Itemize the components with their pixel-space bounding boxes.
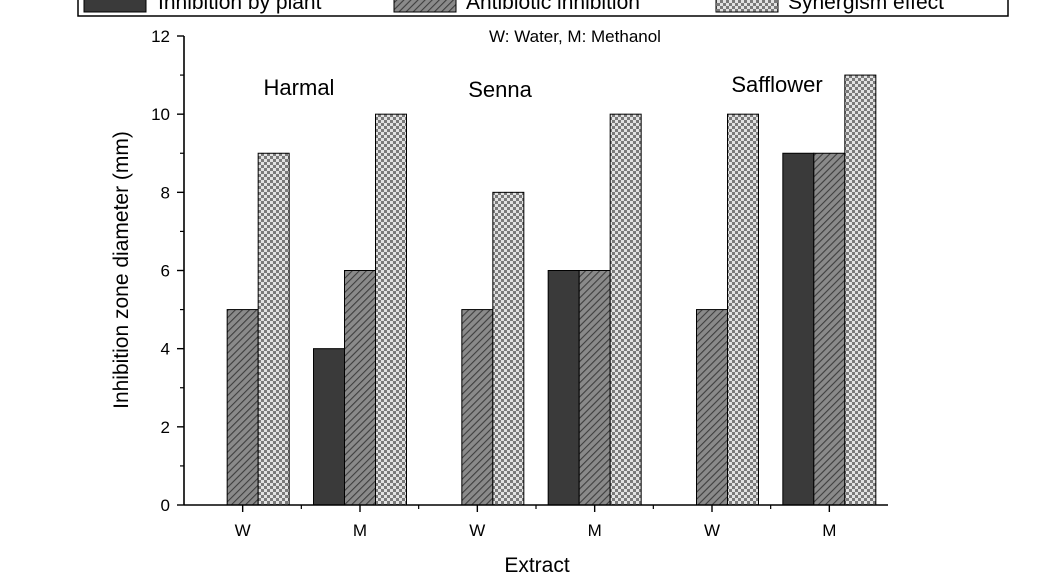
y-tick-label-0: 0 <box>161 496 170 515</box>
bars-layer <box>226 74 877 506</box>
x-tick-label-3: M <box>588 521 602 540</box>
x-tick-label-4: W <box>704 521 720 540</box>
y-tick-label-12: 12 <box>151 27 170 46</box>
x-tick-label-0: W <box>235 521 251 540</box>
x-axis-title: Extract <box>504 554 570 576</box>
bar-synergism-effect-0 <box>257 152 290 506</box>
bar-synergism-effect-2 <box>492 191 525 506</box>
legend-swatch-antibiotic-inhibition <box>393 0 457 13</box>
bar-antibiotic-inhibition-3 <box>578 270 611 506</box>
y-tick-label-10: 10 <box>151 105 170 124</box>
bar-inhibition-by-plant-3 <box>547 270 580 506</box>
legend-swatch-synergism-effect <box>715 0 779 13</box>
legend-label-inhibition-by-plant: Inhibition by plant <box>158 0 322 14</box>
group-label-senna: Senna <box>468 77 532 102</box>
bar-synergism-effect-5 <box>844 74 877 506</box>
bar-synergism-effect-3 <box>609 113 642 506</box>
bar-antibiotic-inhibition-0 <box>226 309 259 506</box>
bar-inhibition-by-plant-1 <box>313 348 345 506</box>
y-tick-label-8: 8 <box>161 183 170 202</box>
bar-antibiotic-inhibition-2 <box>461 309 494 506</box>
x-tick-label-5: M <box>822 521 836 540</box>
bar-synergism-effect-4 <box>727 113 759 506</box>
chart-subtitle: W: Water, M: Methanol <box>489 27 661 46</box>
group-label-harmal: Harmal <box>264 75 335 100</box>
bar-antibiotic-inhibition-5 <box>813 152 846 506</box>
legend-label-antibiotic-inhibition: Antibiotic inhibition <box>466 0 640 14</box>
bar-inhibition-by-plant-5 <box>782 152 815 506</box>
y-tick-label-4: 4 <box>161 340 170 359</box>
x-tick-label-2: W <box>469 521 485 540</box>
y-tick-label-2: 2 <box>161 418 170 437</box>
bar-antibiotic-inhibition-4 <box>696 309 728 506</box>
x-tick-label-1: M <box>353 521 367 540</box>
bar-antibiotic-inhibition-1 <box>344 270 376 506</box>
group-label-safflower: Safflower <box>731 72 822 97</box>
labels-layer: 0 2 4 6 8 10 12 W M W M W M Harmal Senna Safflower <box>151 27 836 540</box>
bar-synergism-effect-1 <box>375 113 407 506</box>
legend-swatch-inhibition-by-plant <box>83 0 147 13</box>
y-axis-title: Inhibition zone diameter (mm) <box>110 131 133 409</box>
y-tick-label-6: 6 <box>161 262 170 281</box>
legend-label-synergism-effect: Synergism effect <box>788 0 944 14</box>
legend: Inhibition by plant Antibiotic inhibitio… <box>77 0 1009 17</box>
axes-layer <box>177 35 888 512</box>
